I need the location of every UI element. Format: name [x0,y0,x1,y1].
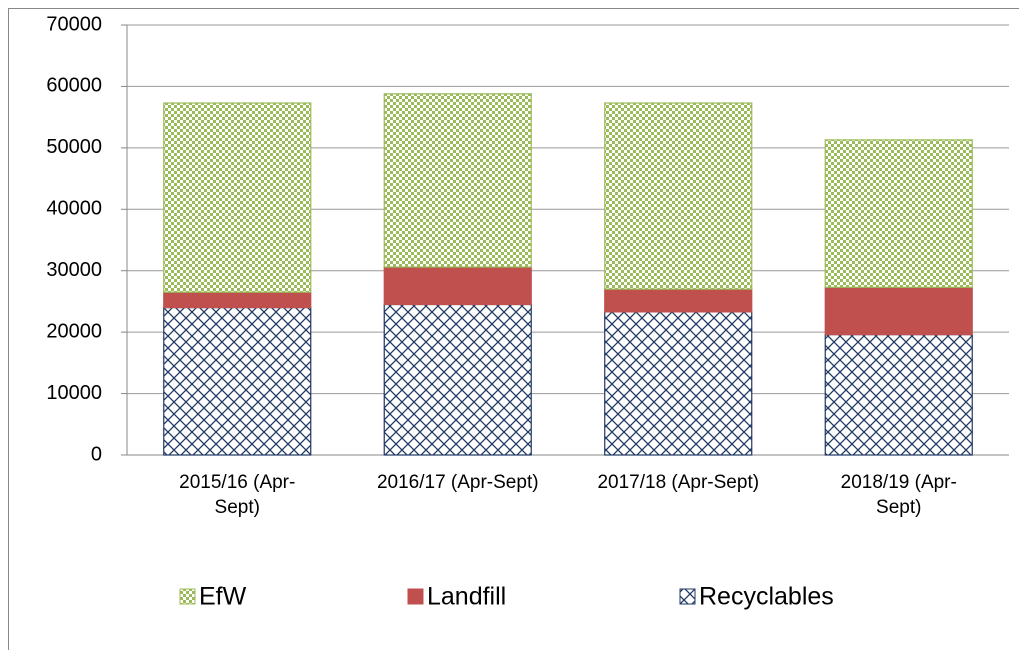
bar-segment [604,311,753,456]
y-tick-label: 10000 [46,382,102,404]
bar-segment [163,102,312,293]
y-tick-label: 30000 [46,259,102,281]
legend-label: Landfill [427,583,506,611]
bar-segment [163,306,312,456]
bar-segment [604,288,753,313]
x-tick-label: 2015/16 (Apr-Sept) [179,472,296,518]
bar-segment [163,291,312,309]
bar-segment [824,139,973,288]
y-tick-label: 50000 [46,136,102,158]
x-tick-label: 2018/19 (Apr-Sept) [840,472,957,518]
x-tick-label: 2016/17 (Apr-Sept) [376,472,539,493]
legend-swatch [407,588,424,605]
legend-swatch [179,588,196,605]
y-tick-label: 0 [91,443,102,465]
bar-segment [604,102,753,290]
chart-border [8,8,1019,650]
y-tick-label: 20000 [46,320,102,342]
legend-label: Recyclables [699,583,834,611]
y-tick-label: 40000 [46,198,102,220]
y-tick-label: 60000 [46,75,102,97]
x-tick-label: 2017/18 (Apr-Sept) [597,472,760,493]
bar-segment [824,334,973,456]
bar-segment [383,266,532,306]
legend-label: EfW [199,583,247,611]
bar-segment [383,303,532,456]
bar-segment [383,93,532,268]
y-tick-label: 70000 [46,13,102,35]
bar-segment [824,286,973,336]
legend-swatch [679,588,696,605]
